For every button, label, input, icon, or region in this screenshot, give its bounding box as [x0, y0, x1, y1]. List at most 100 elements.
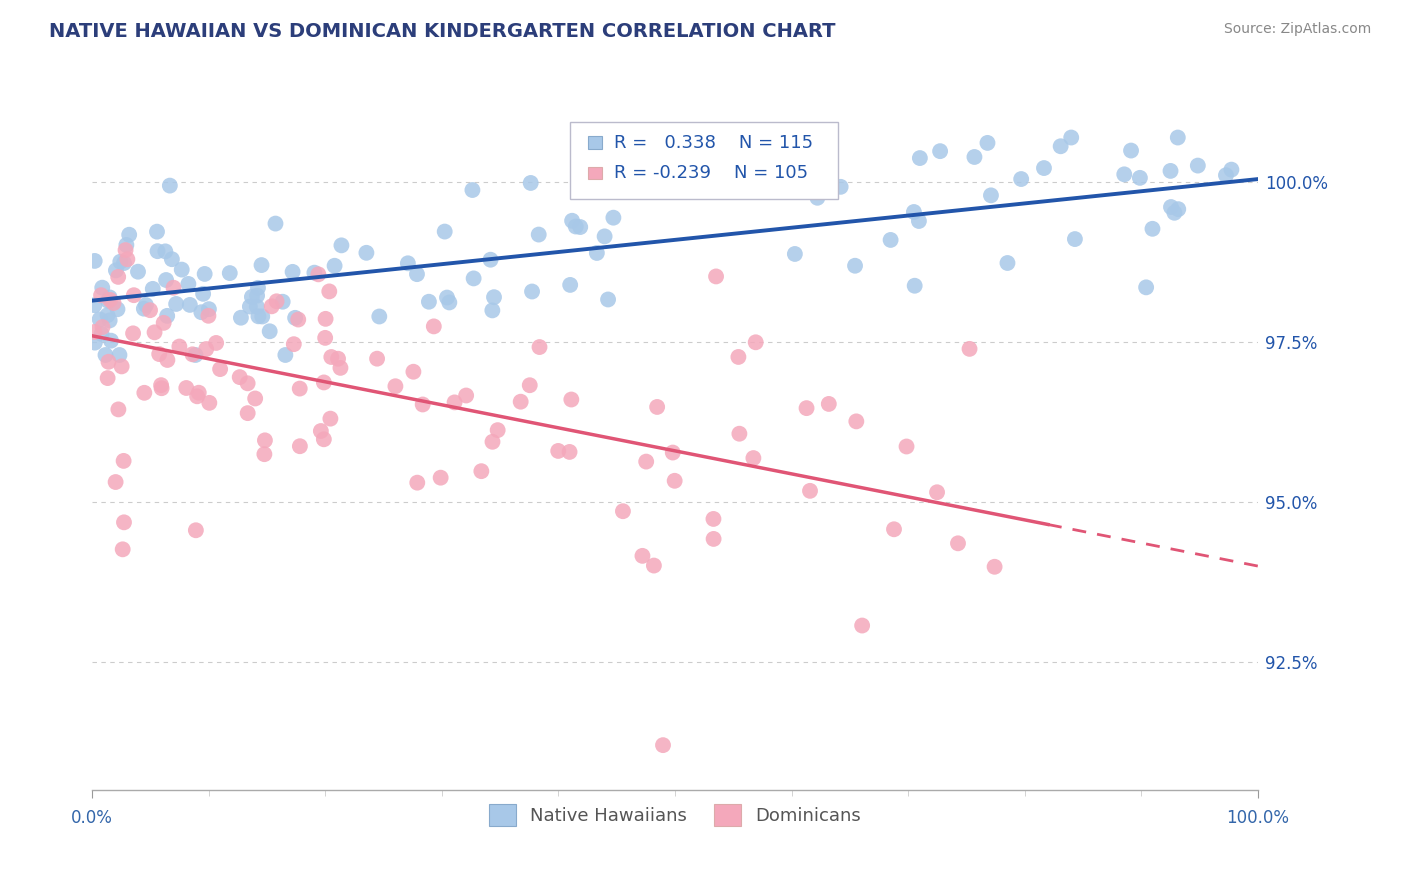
Point: [321, 350, 343, 364]
Point: [127, 265, 149, 279]
Point: [631, 549, 654, 563]
Point: [423, 319, 446, 334]
Point: [356, 245, 378, 260]
Point: [844, 259, 866, 273]
Point: [509, 394, 531, 409]
Point: [456, 388, 478, 402]
Point: [406, 267, 429, 281]
Point: [1033, 161, 1056, 175]
Point: [309, 424, 332, 438]
Point: [118, 227, 141, 242]
Point: [150, 378, 173, 392]
Legend: Native Hawaiians, Dominicans: Native Hawaiians, Dominicans: [481, 797, 869, 834]
Point: [402, 365, 425, 379]
Point: [253, 447, 276, 461]
Point: [481, 434, 503, 449]
Point: [908, 151, 931, 165]
Point: [851, 618, 873, 632]
Point: [742, 451, 765, 466]
Point: [326, 351, 349, 366]
Point: [146, 225, 169, 239]
Point: [704, 269, 727, 284]
Point: [783, 247, 806, 261]
Point: [96, 308, 118, 322]
Point: [176, 381, 198, 395]
Point: [246, 300, 269, 314]
Point: [429, 471, 451, 485]
Point: [90, 288, 112, 302]
Point: [89, 312, 111, 326]
Point: [662, 166, 685, 180]
Point: [143, 326, 166, 340]
Point: [323, 259, 346, 273]
Point: [252, 310, 274, 324]
Point: [470, 464, 492, 478]
Point: [312, 376, 335, 390]
Point: [198, 302, 221, 317]
Point: [205, 335, 228, 350]
Point: [319, 411, 342, 425]
Point: [146, 244, 169, 259]
Point: [486, 423, 509, 437]
Point: [250, 258, 273, 272]
Point: [112, 516, 135, 530]
Point: [209, 362, 232, 376]
Point: [586, 246, 609, 260]
Point: [569, 220, 592, 235]
Point: [976, 136, 998, 150]
Point: [304, 266, 326, 280]
Point: [1160, 164, 1182, 178]
Point: [160, 252, 183, 267]
Point: [1163, 206, 1185, 220]
Point: [281, 265, 304, 279]
Point: [159, 178, 181, 193]
Point: [179, 298, 201, 312]
Point: [636, 454, 658, 468]
Point: [702, 512, 724, 526]
Point: [184, 348, 207, 362]
Point: [1142, 222, 1164, 236]
Point: [315, 311, 337, 326]
Point: [1135, 280, 1157, 294]
Point: [418, 294, 440, 309]
Point: [260, 299, 283, 313]
Text: Source: ZipAtlas.com: Source: ZipAtlas.com: [1223, 22, 1371, 37]
Point: [100, 334, 122, 348]
Point: [593, 229, 616, 244]
Point: [198, 396, 221, 410]
Point: [274, 348, 297, 362]
Point: [443, 395, 465, 409]
Bar: [588, 136, 602, 149]
Point: [111, 542, 134, 557]
Point: [187, 385, 209, 400]
Point: [83, 253, 105, 268]
Point: [314, 331, 336, 345]
Point: [243, 392, 266, 406]
Point: [329, 360, 352, 375]
Point: [330, 238, 353, 252]
Point: [980, 188, 1002, 202]
Point: [107, 269, 129, 284]
Point: [1060, 130, 1083, 145]
Point: [565, 219, 588, 234]
Point: [83, 298, 105, 312]
Point: [122, 326, 145, 341]
Point: [558, 445, 581, 459]
Point: [664, 474, 686, 488]
Point: [561, 213, 583, 227]
Point: [406, 475, 429, 490]
Point: [368, 310, 391, 324]
Point: [1167, 130, 1189, 145]
Point: [264, 217, 287, 231]
Point: [184, 523, 207, 537]
Point: [287, 312, 309, 326]
Point: [1119, 144, 1142, 158]
Point: [284, 310, 307, 325]
Point: [560, 277, 582, 292]
Point: [283, 337, 305, 351]
Point: [108, 348, 131, 362]
Point: [312, 432, 335, 446]
Point: [997, 256, 1019, 270]
Point: [218, 266, 240, 280]
Point: [194, 267, 217, 281]
